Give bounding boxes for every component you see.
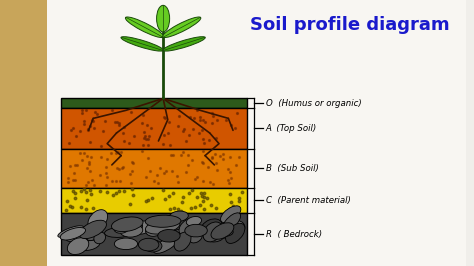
Ellipse shape [167,229,186,242]
Ellipse shape [80,240,100,250]
Ellipse shape [214,228,233,237]
Ellipse shape [169,211,188,222]
Ellipse shape [185,224,207,237]
Bar [61,213,247,255]
Ellipse shape [226,223,245,243]
Ellipse shape [220,206,241,223]
Ellipse shape [146,226,162,236]
Ellipse shape [158,230,180,242]
Ellipse shape [105,227,133,238]
Ellipse shape [88,210,108,230]
Ellipse shape [146,219,180,234]
Ellipse shape [128,223,143,231]
Ellipse shape [133,221,152,234]
Ellipse shape [174,232,191,251]
Ellipse shape [79,220,107,239]
Ellipse shape [145,215,181,227]
Ellipse shape [211,226,237,238]
Ellipse shape [163,17,201,38]
Bar [61,149,247,188]
Ellipse shape [121,37,163,51]
Bar [0,0,46,266]
Ellipse shape [60,227,85,240]
Ellipse shape [94,232,106,244]
Ellipse shape [66,228,86,242]
Ellipse shape [125,17,164,38]
Bar [61,108,247,149]
Ellipse shape [114,224,129,233]
Ellipse shape [138,238,159,251]
Ellipse shape [163,37,205,51]
Ellipse shape [114,238,137,250]
Ellipse shape [111,217,143,232]
Text: R  ( Bedrock): R ( Bedrock) [265,230,322,239]
Ellipse shape [179,219,196,235]
Ellipse shape [211,223,234,239]
Ellipse shape [58,226,83,237]
Ellipse shape [189,232,202,243]
Ellipse shape [156,5,170,32]
Text: B  (Sub Soil): B (Sub Soil) [265,164,319,173]
Ellipse shape [120,224,143,237]
Ellipse shape [201,219,222,235]
Ellipse shape [144,240,162,252]
Text: C  (Parent material): C (Parent material) [265,196,350,205]
Text: O  (Humus or organic): O (Humus or organic) [265,99,361,107]
Text: Soil profile diagram: Soil profile diagram [250,16,449,34]
Ellipse shape [186,217,201,226]
Ellipse shape [67,238,89,255]
Bar [61,98,247,108]
Ellipse shape [203,222,223,242]
Ellipse shape [224,220,245,235]
Bar [61,188,247,213]
Ellipse shape [222,213,241,231]
Ellipse shape [154,236,179,253]
Ellipse shape [204,231,224,242]
Ellipse shape [86,227,101,241]
Text: A  (Top Soil): A (Top Soil) [265,124,317,133]
